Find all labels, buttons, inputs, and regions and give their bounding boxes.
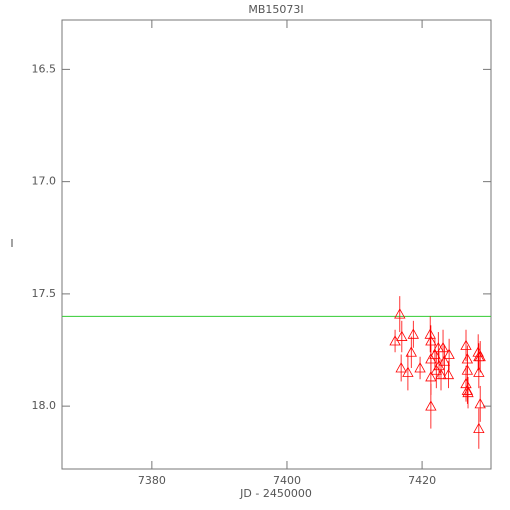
data-point: [442, 368, 455, 380]
y-tick-label: 18.0: [32, 399, 57, 412]
plot-frame: [61, 19, 492, 470]
data-point: [438, 355, 451, 366]
data-point: [437, 341, 449, 353]
y-axis-label: I: [10, 237, 13, 250]
data-point: [474, 350, 486, 362]
data-point: [473, 366, 485, 377]
x-tick-label: 7400: [273, 474, 301, 487]
data-point: [424, 328, 436, 339]
x-tick-label: 7380: [138, 474, 166, 487]
data-point: [395, 362, 407, 373]
chart-title: MB15073I: [248, 3, 303, 16]
x-tick-label: 7420: [408, 474, 436, 487]
data-point: [425, 400, 437, 411]
data-point: [460, 339, 472, 350]
data-point: [425, 335, 437, 346]
data-point: [472, 346, 484, 357]
x-axis-label: JD - 2450000: [239, 487, 312, 500]
data-point: [474, 398, 486, 409]
data-point: [425, 371, 437, 382]
data-point: [443, 348, 455, 359]
data-point: [394, 308, 406, 319]
data-point: [407, 328, 419, 339]
data-point: [405, 346, 417, 357]
data-point: [473, 422, 485, 433]
data-point: [414, 362, 426, 373]
data-point: [429, 348, 441, 359]
data-point: [462, 386, 474, 398]
data-point: [402, 366, 414, 377]
y-tick-label: 16.5: [32, 62, 57, 75]
data-point: [461, 384, 474, 395]
data-point: [435, 368, 447, 380]
data-point: [396, 330, 408, 341]
y-tick-label: 17.0: [32, 175, 57, 188]
data-point: [461, 364, 474, 375]
y-tick-label: 17.5: [32, 287, 57, 300]
